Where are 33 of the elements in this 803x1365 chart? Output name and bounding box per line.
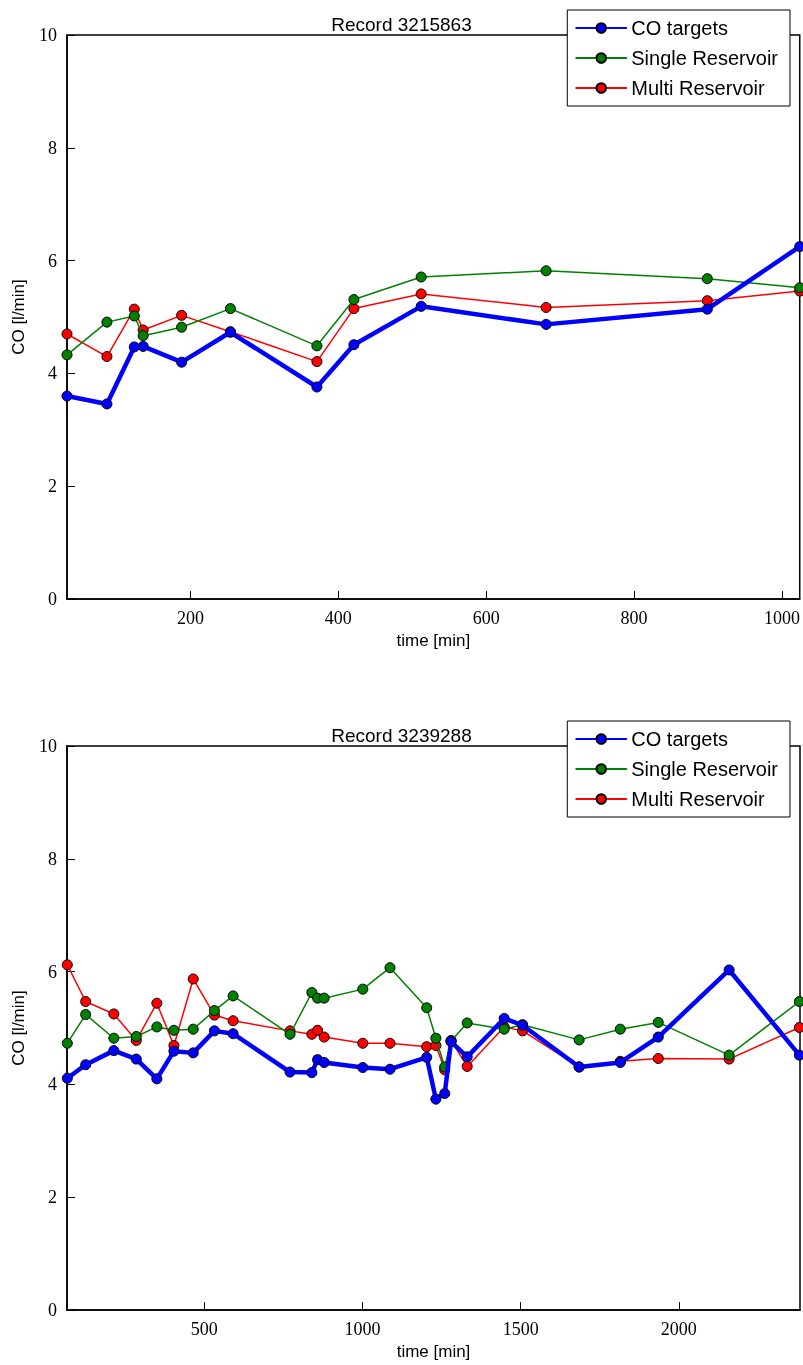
chart-title: Record 3215863 xyxy=(331,14,472,35)
x-tick-label: 1000 xyxy=(344,1319,381,1340)
y-axis-title: CO [l/min] xyxy=(9,990,28,1066)
legend-label: Single Reservoir xyxy=(631,47,779,69)
x-tick-label: 1000 xyxy=(764,608,800,629)
x-tick-label: 800 xyxy=(620,608,648,629)
y-tick-label: 2 xyxy=(48,476,57,497)
legend-label: Multi Reservoir xyxy=(631,77,765,99)
chart-title: Record 3239288 xyxy=(331,725,472,746)
y-tick-label: 8 xyxy=(48,137,57,158)
y-tick-label: 0 xyxy=(48,589,57,610)
legend-label: Multi Reservoir xyxy=(631,788,765,810)
y-tick-label: 4 xyxy=(48,363,57,384)
x-axis-title: time [min] xyxy=(396,1342,471,1361)
y-tick-label: 6 xyxy=(48,250,57,271)
legend-label: CO targets xyxy=(631,728,728,750)
y-tick-label: 10 xyxy=(39,736,57,756)
y-tick-label: 8 xyxy=(48,848,57,869)
x-tick-label: 200 xyxy=(176,608,204,629)
y-tick-label: 4 xyxy=(48,1074,57,1095)
y-tick-label: 6 xyxy=(48,961,57,982)
x-tick-label: 400 xyxy=(324,608,352,629)
legend-label: CO targets xyxy=(631,17,728,39)
y-axis-title: CO [l/min] xyxy=(9,279,28,355)
y-tick-label: 0 xyxy=(48,1300,57,1321)
x-tick-label: 600 xyxy=(472,608,500,629)
x-axis-title: time [min] xyxy=(396,631,471,650)
x-tick-label: 1500 xyxy=(502,1319,539,1340)
x-tick-label: 500 xyxy=(190,1319,218,1340)
x-tick-label: 2000 xyxy=(660,1319,697,1340)
y-tick-label: 2 xyxy=(48,1187,57,1208)
y-tick-label: 10 xyxy=(39,25,57,45)
legend-label: Single Reservoir xyxy=(631,758,779,780)
